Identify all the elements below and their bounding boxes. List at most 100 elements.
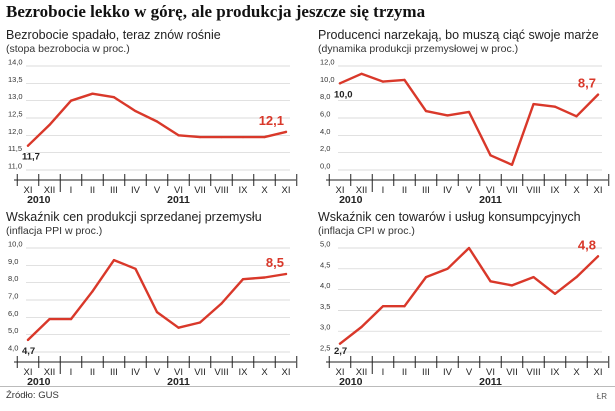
x-tick-label: II [402, 367, 407, 378]
data-point [198, 135, 202, 139]
x-tick-label: VII [506, 185, 518, 196]
data-point [91, 92, 94, 95]
y-tick-label: 2,5 [320, 344, 330, 353]
data-point [596, 255, 600, 258]
data-point [134, 267, 137, 270]
year-label: 2011 [479, 194, 502, 206]
chart-subtitle: (stopa bezrobocia w proc.) [6, 43, 130, 55]
x-tick-label: IV [131, 185, 141, 196]
x-tick-label: V [466, 367, 473, 378]
first-value-label: 4,7 [22, 346, 35, 357]
data-point [489, 154, 492, 157]
first-value-label: 10,0 [334, 89, 353, 100]
main-title: Bezrobocie lekko w górę, ale produkcja j… [6, 2, 426, 21]
x-tick-label: III [110, 367, 118, 378]
x-tick-label: V [466, 185, 473, 196]
y-tick-label: 12,0 [320, 58, 335, 67]
data-point [403, 78, 406, 81]
last-value-label: 8,7 [578, 76, 596, 91]
x-tick-label: IV [443, 185, 453, 196]
x-tick-label: I [70, 367, 73, 378]
data-point [134, 109, 137, 113]
x-tick-label: XII [44, 185, 56, 196]
x-tick-label: II [402, 185, 407, 196]
y-tick-label: 11,5 [8, 144, 22, 153]
x-tick-label: I [70, 185, 73, 196]
data-point [381, 305, 385, 308]
data-point [263, 276, 266, 279]
x-tick-label: XI [336, 185, 345, 196]
chart-panel-ppi: Wskaźnik cen produkcji sprzedanej przemy… [6, 210, 306, 390]
y-tick-label: 10,0 [8, 240, 23, 249]
chart-industrial-production: 0,02,04,06,08,010,012,0XI XII I II III IV V VI V… [320, 58, 610, 206]
data-point [69, 99, 73, 102]
data-point [338, 342, 342, 345]
x-tick-label: XI [336, 367, 345, 378]
last-value-label: 8,5 [266, 255, 284, 270]
data-point [467, 110, 471, 114]
first-value-label: 11,7 [22, 152, 40, 163]
data-point [220, 302, 223, 305]
data-point [467, 246, 471, 250]
data-point [553, 292, 557, 295]
x-tick-label: IX [551, 185, 561, 196]
x-tick-label: II [90, 367, 95, 378]
y-tick-label: 10,0 [320, 75, 335, 84]
x-tick-label: XI [594, 367, 603, 378]
x-tick-label: X [261, 185, 268, 196]
x-tick-label: XI [282, 185, 291, 196]
chart-subtitle: (dynamika produkcji przemysłowej w proc.… [318, 43, 519, 55]
x-tick-label: IV [131, 367, 141, 378]
x-tick-label: X [573, 185, 580, 196]
y-tick-label: 13,5 [8, 75, 23, 84]
chart-title: Bezrobocie spadało, teraz znów rośnie [6, 28, 221, 42]
chart-cpi: 2,53,03,54,04,55,0XI XII I II III IV V VI VII VII… [320, 237, 610, 388]
x-tick-label: IV [443, 367, 453, 378]
x-tick-label: XI [24, 185, 33, 196]
series-line [338, 246, 600, 345]
last-value-label: 4,8 [578, 237, 596, 252]
data-point [381, 80, 385, 83]
y-tick-label: 12,0 [8, 127, 23, 136]
x-tick-label: III [422, 185, 430, 196]
data-point [155, 120, 159, 123]
y-tick-label: 3,5 [320, 302, 330, 311]
data-point [155, 311, 159, 314]
data-point [241, 278, 245, 281]
y-tick-label: 7,0 [8, 292, 18, 301]
chart-panel-industrial-production: Producenci narzekają, bo muszą ciąć swoj… [318, 28, 615, 208]
y-tick-label: 12,5 [8, 110, 23, 119]
data-point [510, 284, 514, 287]
x-tick-label: VI [174, 185, 183, 196]
y-tick-label: 6,0 [320, 110, 330, 119]
data-point [198, 321, 202, 324]
x-tick-label: X [261, 367, 268, 378]
x-tick-label: I [382, 185, 385, 196]
data-point [338, 82, 342, 85]
x-tick-label: VII [194, 185, 206, 196]
x-tick-label: V [154, 367, 161, 378]
x-tick-label: X [573, 367, 580, 378]
y-tick-label: 8,0 [320, 92, 330, 101]
last-value-label: 12,1 [259, 113, 284, 128]
data-point [48, 123, 51, 127]
footer-divider [0, 386, 615, 387]
data-point [532, 103, 535, 106]
year-label: 2010 [27, 194, 51, 206]
x-tick-label: IX [239, 367, 249, 378]
data-point [177, 134, 180, 137]
x-tick-label: XII [356, 367, 368, 378]
data-point [424, 276, 428, 279]
series-line [26, 92, 288, 147]
y-tick-label: 3,0 [320, 323, 330, 332]
year-label: 2011 [167, 376, 190, 388]
y-tick-label: 13,0 [8, 92, 23, 101]
year-label: 2010 [339, 194, 363, 206]
source-note: Źródło: GUS [6, 390, 59, 401]
data-point [575, 115, 578, 118]
x-tick-label: VI [174, 367, 183, 378]
x-tick-label: V [154, 185, 161, 196]
data-point [48, 317, 51, 321]
x-tick-label: XII [44, 367, 56, 378]
data-point [446, 114, 449, 117]
